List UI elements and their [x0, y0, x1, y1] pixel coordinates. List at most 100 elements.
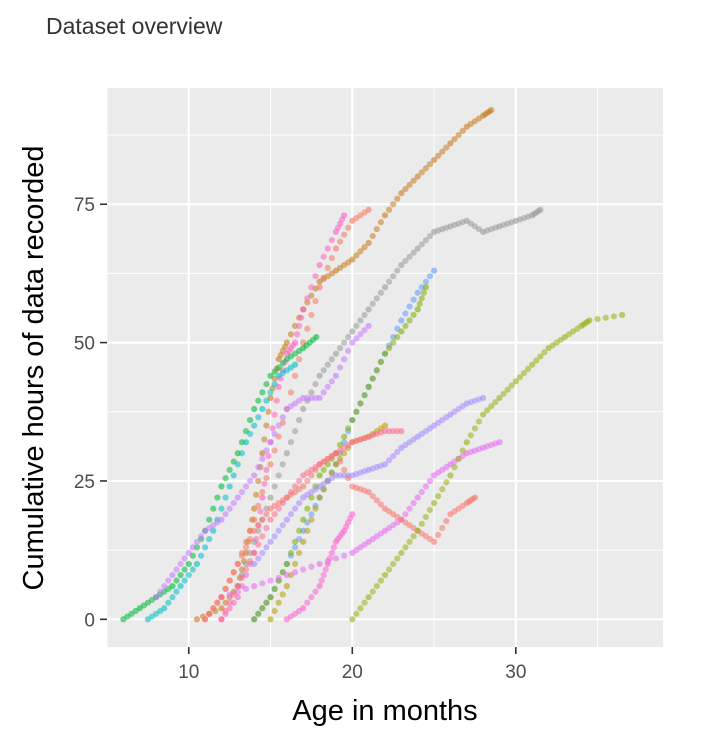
data-point: [312, 381, 319, 388]
data-point: [336, 345, 344, 352]
data-point: [316, 372, 323, 379]
data-point: [381, 284, 389, 291]
data-point: [369, 232, 376, 240]
data-point: [287, 511, 295, 518]
data-point: [353, 252, 360, 259]
data-point: [226, 466, 233, 473]
data-point: [304, 477, 311, 485]
data-point: [255, 522, 262, 529]
data-point: [385, 566, 393, 573]
data-point: [271, 533, 278, 540]
data-point: [422, 165, 429, 172]
data-point: [246, 535, 254, 543]
data-point: [414, 245, 421, 252]
data-point: [381, 461, 389, 468]
data-point: [287, 389, 295, 396]
data-point: [312, 297, 319, 305]
data-point: [308, 284, 315, 291]
data-point: [185, 560, 192, 568]
data-point: [369, 375, 376, 382]
data-point: [398, 317, 405, 324]
data-point: [218, 505, 225, 512]
data-point: [287, 549, 295, 557]
data-point: [296, 477, 303, 485]
data-point: [418, 520, 425, 527]
data-point: [328, 356, 335, 363]
data-point: [267, 538, 274, 545]
data-point: [298, 314, 305, 321]
data-point: [218, 616, 225, 623]
data-point: [328, 237, 335, 244]
data-point: [398, 428, 405, 435]
chart-subtitle: Dataset overview: [46, 13, 223, 39]
data-point: [210, 605, 217, 612]
data-point: [345, 425, 352, 432]
data-point: [279, 360, 286, 367]
data-point: [255, 541, 262, 548]
data-point: [430, 267, 438, 274]
data-point: [173, 588, 180, 595]
data-point: [255, 502, 262, 509]
data-point: [488, 403, 495, 410]
data-point: [406, 317, 413, 324]
data-point: [312, 588, 319, 595]
data-point: [222, 494, 229, 501]
y-axis-title: Cumulative hours of data recorded: [18, 146, 50, 591]
data-point: [197, 533, 205, 540]
data-point: [414, 306, 421, 313]
data-point: [496, 394, 503, 402]
data-point: [520, 369, 528, 377]
data-point: [287, 439, 295, 446]
data-point: [586, 317, 593, 324]
data-point: [394, 195, 401, 202]
data-point: [320, 253, 327, 260]
data-point: [222, 607, 229, 615]
data-point: [296, 527, 303, 534]
data-point: [234, 583, 241, 590]
data-point: [422, 278, 429, 285]
data-point: [259, 455, 266, 462]
data-point: [300, 405, 307, 413]
data-point: [185, 571, 192, 579]
data-point: [263, 511, 270, 518]
data-point: [320, 274, 327, 281]
data-point: [269, 425, 276, 432]
data-point: [308, 563, 315, 570]
series-15: [349, 311, 626, 623]
data-point: [496, 439, 503, 446]
data-point: [332, 350, 340, 357]
data-point: [279, 522, 286, 529]
data-point: [251, 422, 258, 429]
data-point: [332, 372, 340, 379]
data-point: [537, 353, 544, 360]
data-point: [484, 407, 491, 414]
data-point: [537, 206, 544, 213]
data-point: [259, 580, 266, 587]
data-point: [447, 472, 454, 479]
data-point: [349, 616, 356, 623]
data-point: [332, 555, 340, 562]
data-point: [226, 599, 233, 606]
data-point: [222, 585, 229, 592]
data-point: [242, 566, 250, 573]
data-point: [271, 430, 278, 438]
data-point: [267, 577, 274, 584]
data-point: [414, 289, 421, 296]
series-0: [193, 107, 495, 623]
data-point: [330, 544, 337, 551]
data-point: [406, 303, 413, 310]
data-point: [328, 378, 335, 385]
data-point: [349, 256, 356, 263]
x-axis-title: Age in months: [292, 695, 477, 727]
data-point: [341, 552, 348, 559]
data-point: [267, 389, 274, 396]
data-point: [365, 322, 372, 330]
data-point: [308, 311, 315, 319]
data-point: [390, 339, 397, 346]
data-point: [206, 610, 213, 617]
data-point: [218, 483, 225, 490]
data-point: [300, 306, 307, 313]
data-point: [320, 367, 327, 374]
data-point: [365, 239, 372, 247]
